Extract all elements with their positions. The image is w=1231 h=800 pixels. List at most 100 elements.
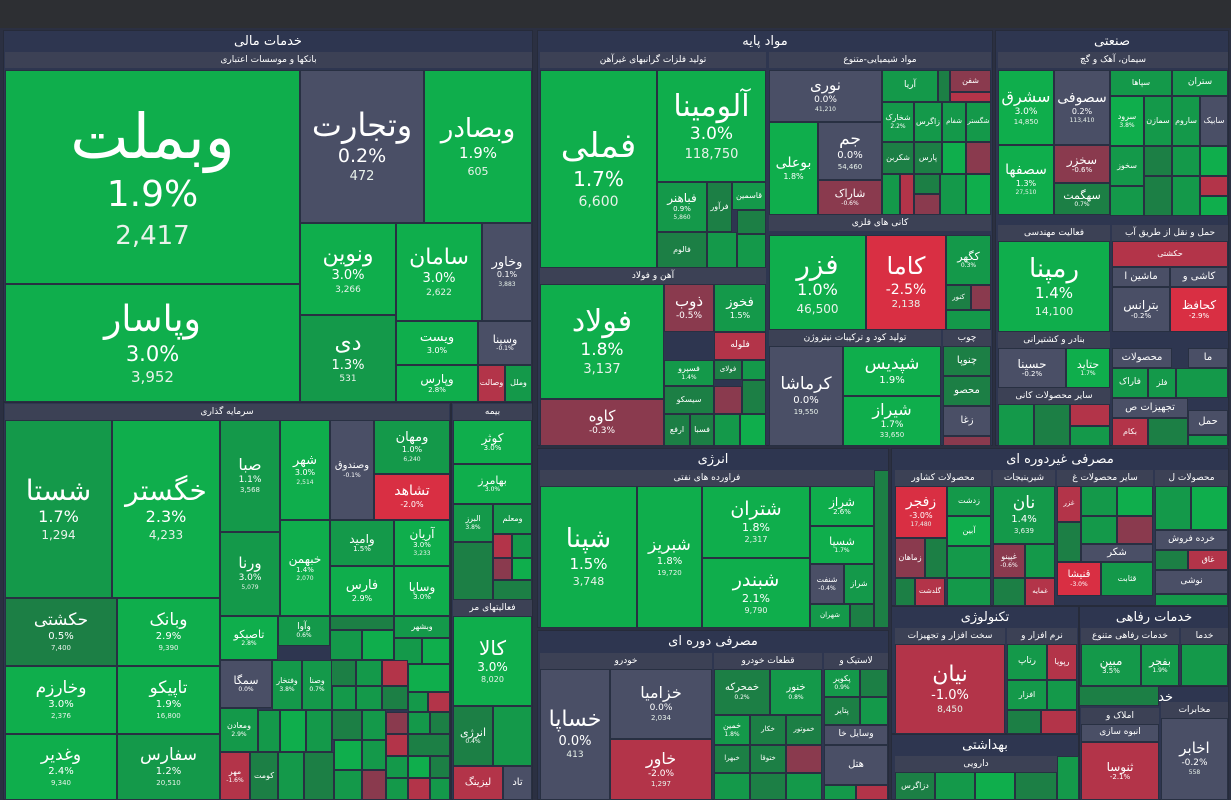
stock-tile[interactable]: فرآور	[707, 182, 732, 232]
stock-tile[interactable]: اخابر -0.2% 558	[1161, 718, 1228, 800]
stock-tile[interactable]: رمپنا 1.4% 14,100	[998, 241, 1110, 332]
stock-tile[interactable]: نوشی	[1155, 570, 1228, 594]
stock-tile[interactable]: رپویا	[1047, 644, 1077, 680]
stock-tile[interactable]: سرود 3.8%	[1110, 96, 1144, 146]
stock-tile[interactable]: سهگمت 0.7%	[1054, 183, 1110, 215]
stock-tile[interactable]: دزاگرس	[895, 772, 935, 800]
stock-tile[interactable]: جم 0.0% 54,460	[818, 122, 882, 180]
stock-tile[interactable]: قاسمین	[732, 182, 766, 210]
treemap-cell[interactable]	[914, 174, 940, 194]
stock-tile[interactable]: خزامیا 0.0% 2,034	[610, 669, 712, 739]
stock-tile[interactable]: فارس 2.9%	[330, 566, 394, 616]
stock-tile[interactable]: خساپا 0.0% 413	[540, 669, 610, 800]
treemap-cell[interactable]	[966, 142, 991, 174]
stock-tile[interactable]: حمل	[1188, 410, 1228, 435]
treemap-cell[interactable]	[1144, 146, 1172, 176]
stock-tile[interactable]: فسپرو 1.4%	[664, 360, 714, 386]
stock-tile[interactable]: وتجارت 0.2% 472	[300, 70, 424, 223]
stock-tile[interactable]: سشرق 3.0% 14,850	[998, 70, 1054, 145]
stock-tile[interactable]: فولاد 1.8% 3,137	[540, 284, 664, 399]
stock-tile[interactable]: وپارس 2.8%	[396, 365, 478, 402]
stock-tile[interactable]: چنوپا	[943, 346, 991, 376]
stock-tile[interactable]: وصندوق -0.1%	[330, 420, 374, 520]
treemap-cell[interactable]	[1144, 176, 1172, 216]
stock-tile[interactable]: غپینو -0.6%	[993, 544, 1025, 578]
stock-tile[interactable]: انرژی 0.4%	[453, 706, 493, 766]
treemap-cell[interactable]	[1117, 516, 1153, 544]
stock-tile[interactable]: شگستر	[966, 102, 991, 142]
stock-tile[interactable]: فاراک	[1112, 368, 1148, 398]
treemap-cell[interactable]	[1188, 435, 1228, 446]
stock-tile[interactable]: وخارزم 3.0% 2,376	[5, 666, 117, 734]
stock-tile[interactable]: حتاید 1.7%	[1066, 348, 1110, 388]
treemap-cell[interactable]	[1117, 486, 1153, 516]
stock-tile[interactable]: خنور 0.8%	[770, 669, 822, 715]
stock-tile[interactable]: فخوز 1.5%	[714, 284, 766, 332]
stock-tile[interactable]: فباهنر 0.9% 5,860	[657, 182, 707, 232]
stock-tile[interactable]: تاپیکو 1.9% 16,800	[117, 666, 220, 734]
stock-tile[interactable]: فزر 1.0% 46,500	[769, 235, 866, 330]
stock-tile[interactable]: افزار	[1007, 680, 1047, 710]
treemap-cell[interactable]	[1070, 426, 1110, 446]
stock-tile[interactable]: شکر	[1081, 544, 1153, 562]
treemap-cell[interactable]	[1110, 186, 1144, 216]
stock-tile[interactable]: فسبا	[690, 414, 714, 446]
stock-tile[interactable]: سصفها 1.3% 27,510	[998, 145, 1054, 215]
treemap-cell[interactable]	[1200, 196, 1228, 216]
treemap-cell[interactable]	[386, 734, 408, 756]
stock-tile[interactable]: شپنا 1.5% 3,748	[540, 486, 637, 628]
stock-tile[interactable]: خکار	[750, 715, 786, 745]
stock-tile[interactable]: شهران	[810, 604, 850, 628]
stock-tile[interactable]: پتایر	[824, 697, 860, 725]
treemap-cell[interactable]	[332, 686, 356, 710]
stock-tile[interactable]: شراز	[844, 564, 874, 604]
stock-tile[interactable]: بترانس -0.2%	[1112, 287, 1170, 332]
stock-tile[interactable]: بفجر 1.9%	[1141, 644, 1179, 686]
treemap-cell[interactable]	[428, 692, 450, 712]
treemap-cell[interactable]	[394, 638, 422, 664]
treemap-cell[interactable]	[860, 669, 888, 697]
stock-tile[interactable]: ارفع	[664, 414, 690, 446]
stock-tile[interactable]: وسایل خا	[824, 725, 888, 745]
stock-tile[interactable]: ورنا 3.0% 5,079	[220, 532, 280, 616]
stock-tile[interactable]: سامان 3.0% 2,622	[396, 223, 482, 321]
stock-tile[interactable]: سپاها	[1110, 70, 1172, 96]
treemap-cell[interactable]	[1181, 644, 1228, 686]
stock-tile[interactable]: فالوم	[657, 232, 707, 268]
stock-tile[interactable]: شستا 1.7% 1,294	[5, 420, 112, 598]
stock-tile[interactable]: شکربن	[882, 142, 914, 174]
stock-tile[interactable]: ومعادن 2.9%	[220, 708, 258, 752]
treemap-cell[interactable]	[512, 558, 532, 580]
stock-tile[interactable]: وبصادر 1.9% 605	[424, 70, 532, 223]
treemap-cell[interactable]	[1081, 486, 1117, 516]
stock-tile[interactable]: رتاپ	[1007, 644, 1047, 680]
treemap-cell[interactable]	[493, 706, 532, 766]
stock-tile[interactable]: ثنوسا -2.1%	[1081, 742, 1159, 800]
treemap-cell[interactable]	[824, 785, 856, 800]
stock-tile[interactable]: خمحرکه 0.2%	[714, 669, 770, 715]
stock-tile[interactable]: کگهر 0.3%	[946, 235, 991, 285]
treemap-cell[interactable]	[1007, 710, 1041, 734]
stock-tile[interactable]: بکام	[1112, 418, 1148, 446]
stock-tile[interactable]: کرماشا 0.0% 19,550	[769, 346, 843, 446]
treemap-cell[interactable]	[362, 770, 386, 800]
stock-tile[interactable]: آلومینا 3.0% 118,750	[657, 70, 766, 182]
stock-tile[interactable]: دی 1.3% 531	[300, 315, 396, 402]
stock-tile[interactable]: غمایه	[1025, 578, 1055, 606]
treemap-cell[interactable]	[942, 142, 966, 174]
treemap-cell[interactable]	[278, 752, 304, 800]
stock-tile[interactable]: ومعلم	[493, 504, 532, 534]
stock-tile[interactable]: سخزر -0.6%	[1054, 145, 1110, 183]
treemap-cell[interactable]	[856, 785, 888, 800]
treemap-cell[interactable]	[998, 404, 1034, 446]
stock-tile[interactable]: ذوب -0.5%	[664, 284, 714, 332]
stock-tile[interactable]: خبهرا	[714, 745, 750, 773]
treemap-cell[interactable]	[330, 616, 394, 630]
treemap-cell[interactable]	[1191, 486, 1228, 530]
stock-tile[interactable]: وساپا 3.0%	[394, 566, 450, 616]
stock-tile[interactable]: کاما -2.5% 2,138	[866, 235, 946, 330]
stock-tile[interactable]: ساروم	[1172, 96, 1200, 146]
treemap-cell[interactable]	[1034, 404, 1070, 446]
stock-tile[interactable]: شپدیس 1.9%	[843, 346, 941, 396]
treemap-cell[interactable]	[334, 770, 362, 800]
